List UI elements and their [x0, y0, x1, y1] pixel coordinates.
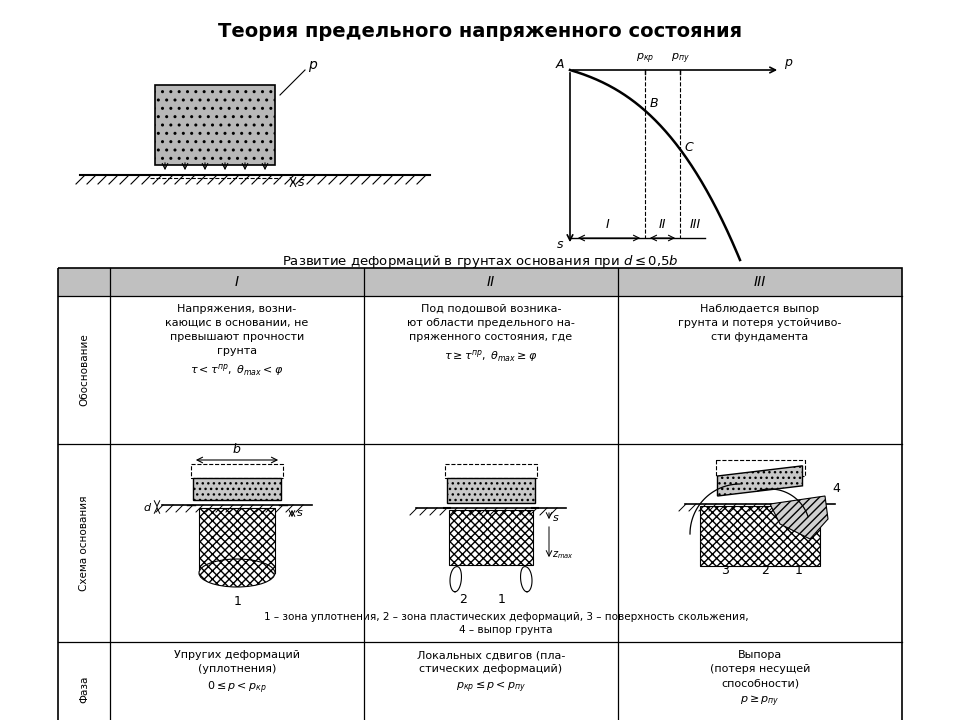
Text: $1$: $1$ — [794, 564, 803, 577]
Text: превышают прочности: превышают прочности — [170, 332, 304, 342]
Text: грунта: грунта — [217, 346, 257, 356]
Text: $p \geq p_{пу}$: $p \geq p_{пу}$ — [740, 694, 780, 709]
Text: стических деформаций): стических деформаций) — [420, 664, 563, 674]
Text: (уплотнения): (уплотнения) — [198, 664, 276, 674]
Text: Теория предельного напряженного состояния: Теория предельного напряженного состояни… — [218, 22, 742, 41]
Ellipse shape — [199, 559, 275, 587]
Text: $s$: $s$ — [297, 176, 305, 189]
Text: $\tau \geq \tau^{пр},\; \theta_{max} \geq \varphi$: $\tau \geq \tau^{пр},\; \theta_{max} \ge… — [444, 348, 538, 364]
Text: Напряжения, возни-: Напряжения, возни- — [178, 304, 297, 314]
Text: $s$: $s$ — [556, 238, 564, 251]
Text: Под подошвой возника-: Под подошвой возника- — [420, 304, 562, 314]
Text: ют области предельного на-: ют области предельного на- — [407, 318, 575, 328]
Text: Фаза: Фаза — [79, 676, 89, 703]
Text: 4 – выпор грунта: 4 – выпор грунта — [459, 625, 553, 635]
Text: III: III — [689, 218, 701, 231]
Bar — [155, 85, 275, 165]
Text: кающис в основании, не: кающис в основании, не — [165, 318, 308, 328]
Text: $3$: $3$ — [721, 564, 730, 577]
Bar — [447, 478, 535, 503]
Text: $z_{max}$: $z_{max}$ — [552, 549, 574, 561]
Text: II: II — [487, 275, 495, 289]
Text: $A$: $A$ — [555, 58, 565, 71]
Text: Обоснование: Обоснование — [79, 333, 89, 406]
Text: I: I — [235, 275, 239, 289]
Text: $4$: $4$ — [832, 482, 841, 495]
Text: пряженного состояния, где: пряженного состояния, где — [409, 332, 572, 342]
Text: $p_{пу}$: $p_{пу}$ — [671, 51, 689, 66]
Text: $1$: $1$ — [232, 595, 241, 608]
Text: Наблюдается выпор: Наблюдается выпор — [701, 304, 820, 314]
Text: $s$: $s$ — [552, 513, 560, 523]
Text: Упругих деформаций: Упругих деформаций — [174, 650, 300, 660]
Text: $B$: $B$ — [649, 96, 659, 109]
Bar — [191, 464, 283, 478]
Bar — [715, 460, 804, 476]
Text: $s$: $s$ — [296, 508, 303, 518]
Polygon shape — [770, 496, 828, 539]
Bar — [199, 508, 275, 573]
Text: 1 – зона уплотнения, 2 – зона пластических деформаций, 3 – поверхность скольжени: 1 – зона уплотнения, 2 – зона пластическ… — [264, 612, 748, 622]
Text: Схема основания: Схема основания — [79, 495, 89, 590]
Text: сти фундамента: сти фундамента — [711, 332, 808, 342]
Bar — [58, 268, 902, 296]
Text: Локальных сдвигов (пла-: Локальных сдвигов (пла- — [417, 650, 565, 660]
Text: I: I — [606, 218, 610, 231]
Text: $2$: $2$ — [459, 593, 468, 606]
Bar — [193, 478, 281, 500]
Text: $b$: $b$ — [232, 442, 242, 456]
Text: грунта и потеря устойчиво-: грунта и потеря устойчиво- — [679, 318, 842, 328]
Text: $p_{кр}$: $p_{кр}$ — [636, 51, 654, 66]
Text: $\tau < \tau^{пр},\; \theta_{max} < \varphi$: $\tau < \tau^{пр},\; \theta_{max} < \var… — [190, 362, 284, 378]
Text: $C$: $C$ — [684, 141, 695, 154]
Text: $d$: $d$ — [143, 501, 152, 513]
Text: способности): способности) — [721, 678, 799, 688]
Text: II: II — [659, 218, 666, 231]
Text: Выпора: Выпора — [738, 650, 782, 660]
Bar — [449, 510, 533, 565]
Text: $1$: $1$ — [496, 593, 505, 606]
Bar — [445, 464, 537, 478]
Text: $p$: $p$ — [784, 57, 793, 71]
Text: III: III — [754, 275, 766, 289]
Bar — [700, 506, 820, 566]
Text: Развитие деформаций в грунтах основания при $d \leq 0{,}5b$: Развитие деформаций в грунтах основания … — [281, 253, 679, 270]
Bar — [58, 268, 902, 720]
Text: $p_{кр} \leq p < p_{пу}$: $p_{кр} \leq p < p_{пу}$ — [456, 680, 526, 696]
Text: $p$: $p$ — [308, 60, 318, 74]
Polygon shape — [717, 466, 803, 496]
Text: $0 \leq p < p_{кр}$: $0 \leq p < p_{кр}$ — [207, 680, 267, 696]
Text: (потеря несущей: (потеря несущей — [709, 664, 810, 674]
Text: $2$: $2$ — [760, 564, 769, 577]
